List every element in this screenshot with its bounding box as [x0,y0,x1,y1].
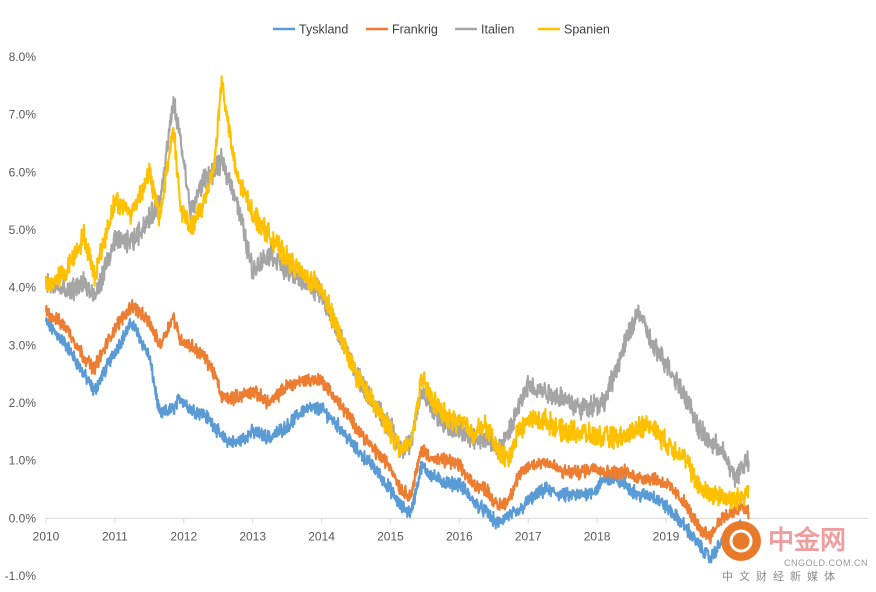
y-tick-label: 2.0% [9,396,37,410]
watermark-subtitle: 中文财经新媒体 [722,569,841,583]
x-tick-label: 2013 [239,529,266,543]
legend-label-spanien: Spanien [564,23,610,37]
y-tick-label: 8.0% [9,50,37,64]
y-tick-label: 4.0% [9,281,37,295]
x-tick-label: 2012 [170,529,197,543]
watermark: 中金网 CNGOLD.COM.CN 中文财经新媒体 [721,521,868,583]
legend-label-tyskland: Tyskland [299,23,348,37]
y-tick-label: 1.0% [9,454,37,468]
x-tick-label: 2010 [33,529,60,543]
watermark-logo-icon [721,521,761,561]
legend: Tyskland Frankrig Italien Spanien [273,23,610,37]
axes: 8.0% 7.0% 6.0% 5.0% 4.0% 3.0% 2.0% 1.0% 0.0% -1.0… [5,50,868,583]
watermark-chinese-name: 中金网 [768,525,846,555]
y-tick-label: 3.0% [9,338,37,352]
y-tick-label: 6.0% [9,165,37,179]
x-tick-label: 2017 [515,529,542,543]
watermark-url: CNGOLD.COM.CN [784,558,868,568]
x-tick-label: 2016 [446,529,473,543]
y-tick-label: 7.0% [9,108,37,122]
watermark-logo-ring [729,529,753,553]
series-line-frankrig [44,298,750,545]
x-tick-label: 2015 [377,529,404,543]
series-lines [44,75,750,564]
y-tick-label: 0.0% [9,511,37,525]
x-tick-label: 2018 [584,529,611,543]
y-tick-label: 5.0% [9,223,37,237]
series-line-tyskland [44,317,750,564]
x-tick-label: 2011 [102,529,128,543]
x-tick-label: 2019 [653,529,680,543]
y-tick-label: -1.0% [5,569,37,583]
x-tick-label: 2014 [308,529,335,543]
legend-label-frankrig: Frankrig [392,23,438,37]
legend-label-italien: Italien [481,23,514,37]
series-line-spanien [44,75,750,511]
